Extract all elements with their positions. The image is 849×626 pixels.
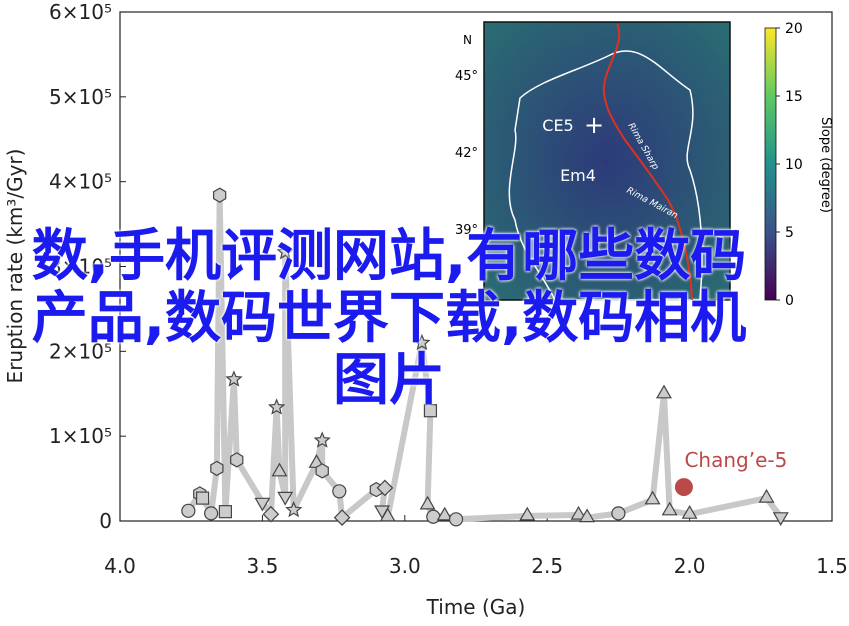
y-tick-label: 6×10⁵ (49, 0, 112, 24)
lat-label: 39° (455, 223, 478, 238)
colorbar-tick-label: 20 (785, 21, 803, 37)
point (218, 505, 232, 519)
point (644, 490, 661, 505)
point (332, 484, 347, 499)
point (448, 512, 464, 527)
y-tick-label: 1×10⁵ (49, 424, 112, 448)
point (277, 491, 294, 506)
point (230, 452, 244, 468)
lat-label: 45° (455, 69, 478, 84)
point (268, 398, 286, 415)
lat-label: 42° (455, 146, 478, 161)
point (254, 497, 271, 512)
point (315, 463, 329, 479)
point (436, 506, 453, 521)
point (225, 370, 243, 387)
point (285, 500, 303, 518)
point (195, 491, 210, 505)
y-tick-label: 2×10⁵ (49, 339, 112, 363)
y-tick-label: 5×10⁵ (49, 85, 112, 109)
point (655, 384, 672, 399)
point (611, 506, 626, 521)
point (570, 505, 587, 520)
point (204, 506, 219, 521)
point (519, 506, 536, 521)
point (419, 495, 436, 510)
x-axis-label: Time (Ga) (426, 595, 526, 619)
point (681, 504, 698, 519)
colorbar-tick-label: 0 (785, 293, 794, 309)
point (276, 243, 294, 260)
site-marker: + (584, 111, 604, 139)
highlight-label: Chang’e-5 (684, 448, 787, 472)
point (423, 404, 438, 418)
colorbar-label: Slope (degree) (818, 117, 833, 213)
region-boundary (508, 50, 703, 301)
point (313, 431, 331, 448)
point (210, 460, 224, 477)
y-tick-label: 4×10⁵ (49, 170, 112, 194)
y-tick-label: 3×10⁵ (49, 255, 112, 279)
site-label: CE5 (542, 116, 573, 135)
north-label: N (463, 33, 472, 47)
rille-line (602, 23, 693, 301)
point (379, 507, 396, 522)
inset-map: + N 45° 42° 39° CE5 Em4 Rima Sharp Rima … (455, 21, 833, 301)
x-tick-label: 2.0 (674, 554, 706, 578)
overlay-caption: 数,手机评测网站,有哪些数码产品,数码世界下载,数码相机图片 (31, 224, 747, 413)
point (772, 512, 789, 526)
y-tick-label: 0 (99, 509, 112, 533)
point (426, 509, 441, 524)
highlight-point (674, 478, 693, 497)
site-label: Em4 (560, 166, 596, 185)
point (181, 503, 196, 518)
x-tick-label: 2.5 (531, 554, 563, 578)
point (376, 479, 394, 497)
point (413, 333, 431, 351)
point (579, 508, 596, 523)
x-tick-label: 1.5 (816, 554, 848, 578)
point (333, 509, 351, 526)
point (271, 462, 288, 477)
colorbar-tick-label: 10 (785, 157, 803, 173)
point (262, 505, 280, 523)
x-tick-label: 3.0 (389, 554, 421, 578)
x-tick-label: 4.0 (104, 554, 136, 578)
y-axis-label: Eruption rate (km³/Gyr) (3, 149, 27, 384)
point (213, 187, 227, 203)
colorbar-tick-label: 15 (785, 89, 803, 105)
x-tick-label: 3.5 (246, 554, 278, 578)
map-image (483, 21, 731, 301)
point (758, 488, 775, 503)
point (661, 501, 678, 516)
colorbar-tick-label: 5 (785, 225, 794, 241)
